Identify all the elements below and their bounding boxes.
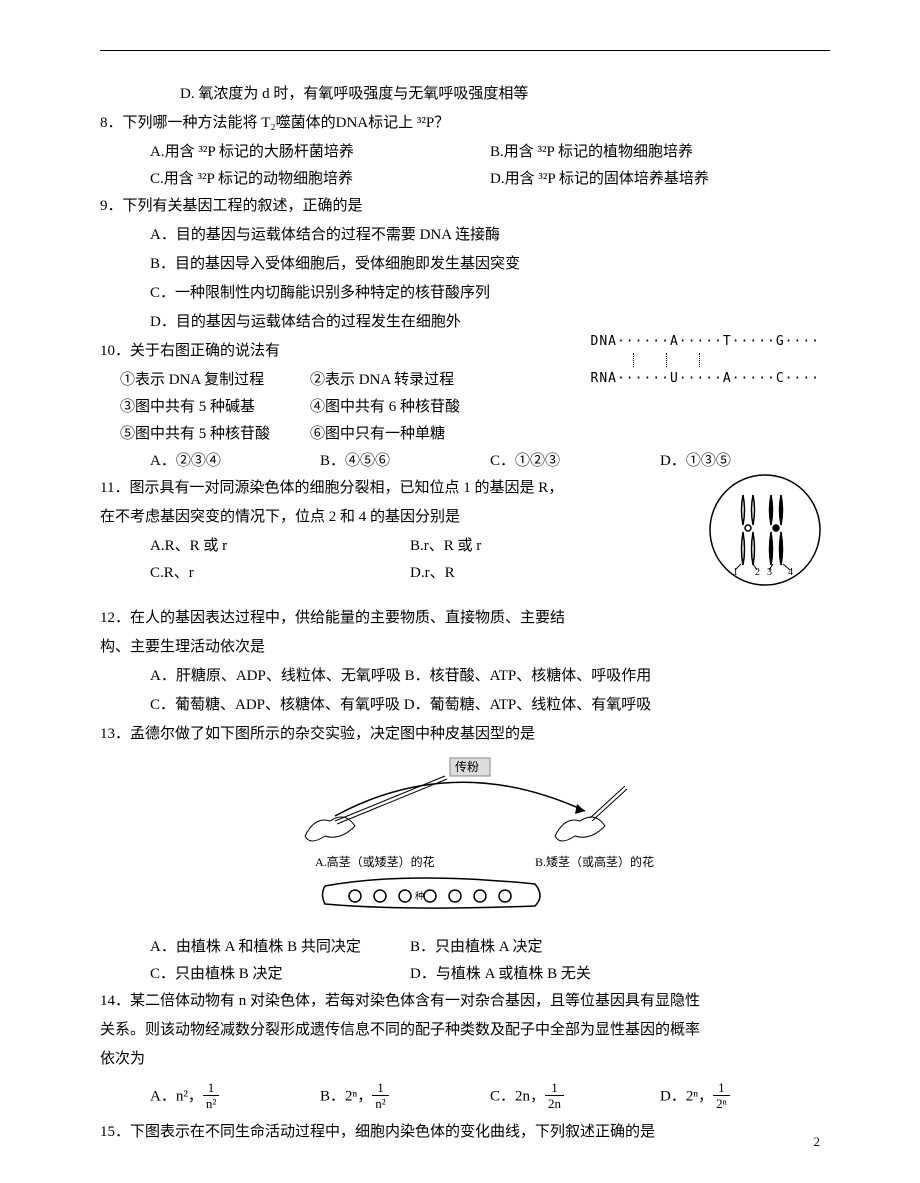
q11-opt-c: C.R、r bbox=[150, 560, 410, 587]
q10-s6: ⑥图中只有一种单糖 bbox=[310, 421, 500, 448]
q14-opt-b: B．2ⁿ，1n² bbox=[320, 1081, 490, 1113]
q8-opt-b: B.用含 ³²P 标记的植物细胞培养 bbox=[490, 139, 830, 166]
q9-opt-c: C．一种限制性内切酶能识别多种特定的核苷酸序列 bbox=[100, 280, 830, 307]
q14-stem1: 14．某二倍体动物有 n 对染色体，若每对染色体含有一对杂合基因，且等位基因具有… bbox=[100, 988, 830, 1015]
q8-stem: 8．下列哪一种方法能将 T₂噬菌体的DNA标记上 ³²P？ bbox=[100, 110, 830, 137]
q10-opt-a: A．②③④ bbox=[150, 448, 320, 475]
q9-stem: 9．下列有关基因工程的叙述，正确的是 bbox=[100, 193, 830, 220]
top-divider bbox=[100, 50, 830, 51]
q10-opt-b: B．④⑤⑥ bbox=[320, 448, 490, 475]
q10-s1: ①表示 DNA 复制过程 bbox=[120, 367, 310, 394]
q9-opt-a: A．目的基因与运载体结合的过程不需要 DNA 连接酶 bbox=[100, 222, 830, 249]
svg-text:1: 1 bbox=[733, 567, 738, 578]
q8-opts-row2: C.用含 ³²P 标记的动物细胞培养 D.用含 ³²P 标记的固体培养基培养 bbox=[100, 166, 830, 193]
q12-opts-row2: C．葡萄糖、ADP、核糖体、有氧呼吸 D．葡萄糖、ATP、线粒体、有氧呼吸 bbox=[100, 692, 830, 719]
q8-opt-c: C.用含 ³²P 标记的动物细胞培养 bbox=[150, 166, 490, 193]
q12-opt-c: C．葡萄糖、ADP、核糖体、有氧呼吸 bbox=[150, 697, 400, 713]
q13-opt-d: D．与植株 A 或植株 B 无关 bbox=[410, 961, 670, 988]
q10-stmt-row2: ③图中共有 5 种碱基 ④图中共有 6 种核苷酸 bbox=[100, 394, 830, 421]
q13-stem: 13．孟德尔做了如下图所示的杂交实验，决定图中种皮基因型的是 bbox=[100, 721, 830, 748]
q8-opts-row1: A.用含 ³²P 标记的大肠杆菌培养 B.用含 ³²P 标记的植物细胞培养 bbox=[100, 139, 830, 166]
flower-b-label: B.矮茎（或高茎）的花 bbox=[535, 854, 654, 869]
q10-s4: ④图中共有 6 种核苷酸 bbox=[310, 394, 500, 421]
q11-opt-b: B.r、R 或 r bbox=[410, 533, 670, 560]
flower-a-label: A.高茎（或矮茎）的花 bbox=[315, 854, 435, 869]
q8-opt-a: A.用含 ³²P 标记的大肠杆菌培养 bbox=[150, 139, 490, 166]
q14-opt-d: D．2ⁿ，12ⁿ bbox=[660, 1081, 830, 1113]
q10-s3: ③图中共有 5 种碱基 bbox=[120, 394, 310, 421]
q12-stem2: 构、主要生理活动依次是 bbox=[100, 634, 830, 661]
q9-opt-b: B．目的基因导入受体细胞后，受体细胞即发生基因突变 bbox=[100, 251, 830, 278]
q13-opts-row1: A．由植株 A 和植株 B 共同决定 B．只由植株 A 决定 bbox=[100, 934, 830, 961]
q13-cross-diagram: 传粉 A.高茎（或矮茎）的花 B.矮茎（或高茎）的花 种 bbox=[100, 756, 830, 926]
q12-opt-b: B．核苷酸、ATP、核糖体、呼吸作用 bbox=[405, 668, 652, 684]
pollen-label: 传粉 bbox=[455, 759, 479, 774]
q14-opts: A．n²，1n² B．2ⁿ，1n² C．2n，12n D．2ⁿ，12ⁿ bbox=[100, 1075, 830, 1113]
q10-s5: ⑤图中共有 5 种核苷酸 bbox=[120, 421, 310, 448]
q-prev-option-d: D. 氧浓度为 d 时，有氧呼吸强度与无氧呼吸强度相等 bbox=[100, 81, 830, 108]
q13-opt-c: C．只由植株 B 决定 bbox=[150, 961, 410, 988]
q13-opts-row2: C．只由植株 B 决定 D．与植株 A 或植株 B 无关 bbox=[100, 961, 830, 988]
q12-opts-row1: A．肝糖原、ADP、线粒体、无氧呼吸 B．核苷酸、ATP、核糖体、呼吸作用 bbox=[100, 663, 830, 690]
q10-s2: ②表示 DNA 转录过程 bbox=[310, 367, 500, 394]
q14-stem3: 依次为 bbox=[100, 1046, 830, 1073]
q13-opt-b: B．只由植株 A 决定 bbox=[410, 934, 670, 961]
q14-opt-c: C．2n，12n bbox=[490, 1081, 660, 1113]
page-number: 2 bbox=[814, 1130, 821, 1153]
chromosome-diagram: 1 2 3 4 bbox=[705, 470, 825, 600]
q12-stem1: 12．在人的基因表达过程中，供给能量的主要物质、直接物质、主要结 bbox=[100, 605, 830, 632]
q14-opt-a: A．n²，1n² bbox=[150, 1081, 320, 1113]
q11-opt-d: D.r、R bbox=[410, 560, 670, 587]
q10-stmt-row3: ⑤图中共有 5 种核苷酸 ⑥图中只有一种单糖 bbox=[100, 421, 830, 448]
svg-text:种: 种 bbox=[415, 890, 424, 901]
dna-diagram: DNA······A·····T·····G···· RNA······U···… bbox=[591, 330, 821, 391]
q12-opt-d: D．葡萄糖、ATP、线粒体、有氧呼吸 bbox=[404, 697, 652, 713]
q13-opt-a: A．由植株 A 和植株 B 共同决定 bbox=[150, 934, 410, 961]
q12-opt-a: A．肝糖原、ADP、线粒体、无氧呼吸 bbox=[150, 668, 401, 684]
q8-opt-d: D.用含 ³²P 标记的固体培养基培养 bbox=[490, 166, 830, 193]
q15-stem: 15．下图表示在不同生命活动过程中，细胞内染色体的变化曲线，下列叙述正确的是 bbox=[100, 1119, 830, 1146]
rna-strand-label: RNA······U·····A·····C···· bbox=[591, 367, 821, 390]
q14-stem2: 关系。则该动物经减数分裂形成遗传信息不同的配子种类数及配子中全部为显性基因的概率 bbox=[100, 1017, 830, 1044]
dna-strand-label: DNA······A·····T·····G···· bbox=[591, 330, 821, 353]
q11-opt-a: A.R、R 或 r bbox=[150, 533, 410, 560]
q10-opt-c: C．①②③ bbox=[490, 448, 660, 475]
